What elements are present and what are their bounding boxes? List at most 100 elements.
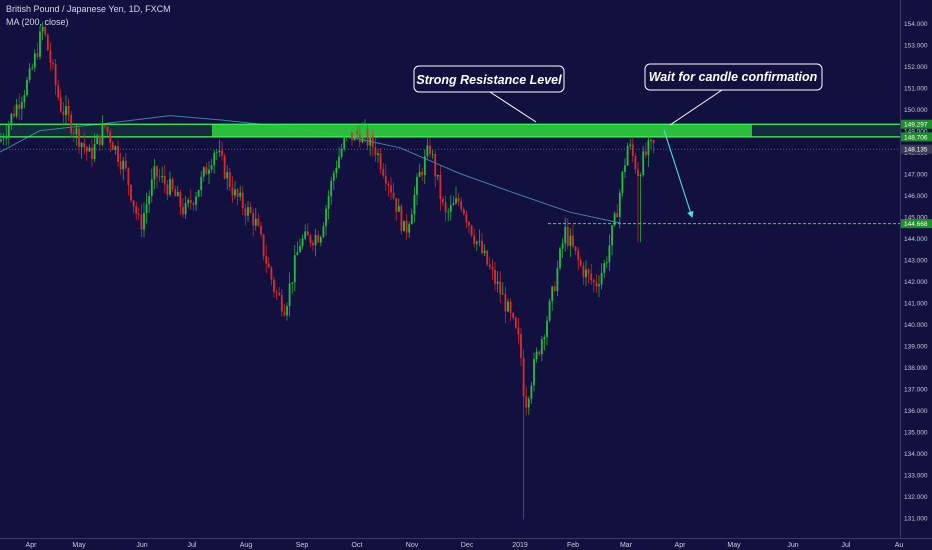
candle-body [54,64,57,85]
candle-body [390,185,392,193]
price-tick-label: 140.000 [904,322,928,329]
candle-body [288,283,291,307]
symbol-title: British Pound / Japanese Yen, 1D, FXCM [6,4,171,14]
price-badge-label: 144.668 [904,221,928,228]
candle-body [306,231,309,236]
candle-body [91,147,93,160]
candle-body [127,168,130,186]
candle-body [200,176,203,191]
candle-body [275,291,278,293]
candle-body [647,140,650,156]
candle-body [236,189,239,197]
candle-body [405,220,408,233]
candle-body [499,281,502,295]
candle-body [520,334,522,358]
candle-body [62,111,65,116]
resistance-zone[interactable] [212,124,752,137]
candle-body [442,199,444,203]
candle-body [189,199,192,204]
candle-body [262,234,265,257]
time-tick-label: Nov [406,542,419,549]
candle-body [0,139,2,142]
candle-body [80,143,83,147]
candle-body [267,263,270,268]
candle-body [161,175,164,178]
candle-body [618,192,621,218]
candle-body [124,160,127,169]
candle-body [228,172,231,188]
price-badge-label: 149.297 [904,122,928,129]
candle-body [644,151,647,156]
candle-body [163,175,166,185]
candle-body [98,135,101,145]
candle-body [330,180,333,197]
candle-body [2,138,5,140]
candle-body [293,255,296,283]
candle-body [241,192,244,209]
candle-body [312,242,314,246]
candle-body [332,173,335,181]
candle-body [429,145,431,155]
price-tick-label: 141.000 [904,300,928,307]
time-tick-label: Dec [461,542,474,549]
candle-body [473,235,476,244]
candle-body [379,153,382,170]
candle-body [369,135,372,146]
candle-body [395,198,398,212]
candle-body [569,235,572,246]
candle-body [413,194,416,215]
candle-body [338,156,340,168]
candle-body [517,327,520,335]
price-tick-label: 134.000 [904,451,928,458]
candle-body [377,153,379,156]
time-axis[interactable]: Apr May Jun Jul Aug Sep Oct Nov Dec 2019 Feb Mar Apr… [0,538,932,550]
price-tick-label: 136.000 [904,408,928,415]
confirmation-callout[interactable] [644,63,823,91]
candle-body [260,225,262,235]
candle-body [605,262,608,264]
candle-body [348,132,351,135]
time-tick-label: Jul [188,542,197,549]
candle-body [158,176,161,178]
candle-body [39,31,41,57]
candle-body [556,268,559,292]
candle-body [106,126,109,133]
price-badge-label: 148.706 [904,134,928,141]
candle-body [111,142,114,151]
candle-body [205,167,208,175]
resistance-callout-text: Strong Resistance Level [416,73,562,87]
candle-body [176,191,179,197]
candle-body [559,248,561,269]
candle-body [416,176,418,195]
candle-body [452,203,455,206]
candle-body [93,144,96,160]
price-tick-label: 147.000 [904,172,928,179]
candle-body [577,250,580,261]
time-tick-label: Au [895,542,904,549]
price-tick-label: 153.000 [904,43,928,50]
candle-body [41,27,44,32]
price-axis[interactable]: 131.000 132.000 133.000 134.000 135.000 136.0… [900,0,932,550]
candle-body [72,133,75,135]
price-tick-label: 138.000 [904,365,928,372]
candle-body [114,146,117,151]
candle-body [587,269,590,274]
candle-body [109,132,112,143]
candle-body [148,195,151,205]
candle-body [423,156,426,176]
candle-body [592,280,595,283]
candle-body [400,206,403,232]
candle-body [143,212,145,230]
candle-body [208,169,210,175]
time-tick-label: Mar [620,542,633,549]
candle-body [457,198,460,202]
candle-body [179,191,182,208]
price-tick-label: 139.000 [904,343,928,350]
confirmation-callout-pointer [669,89,723,126]
candle-body [509,301,512,313]
candle-body [327,196,330,209]
resistance-callout[interactable] [413,65,565,93]
candle-body [494,269,496,284]
candle-body [626,146,629,166]
